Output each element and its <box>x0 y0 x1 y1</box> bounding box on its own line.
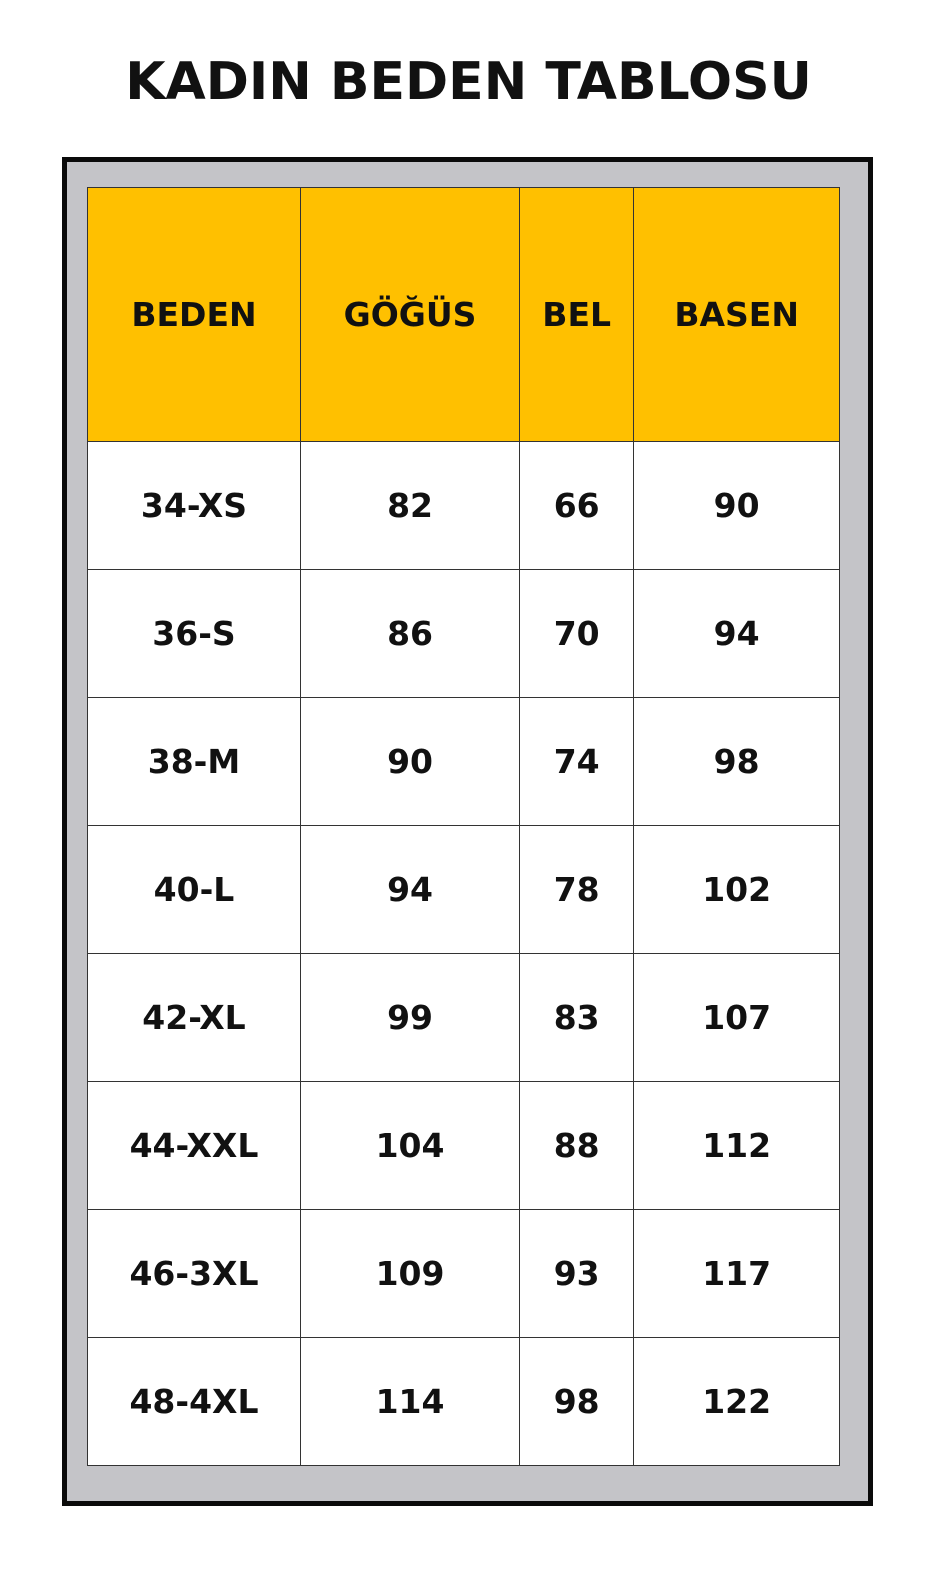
table-cell: 94 <box>299 825 521 954</box>
table-cell: 78 <box>519 825 635 954</box>
table-cell: 66 <box>519 441 635 570</box>
table-cell: 99 <box>299 953 521 1082</box>
table-row: 34-XS 82 66 90 <box>87 441 840 570</box>
table-cell: 34-XS <box>87 441 301 570</box>
table-cell: 117 <box>633 1209 840 1338</box>
page-title: KADIN BEDEN TABLOSU <box>125 52 812 112</box>
table-cell: 40-L <box>87 825 301 954</box>
table-cell: 70 <box>519 569 635 698</box>
table-cell: 90 <box>633 441 840 570</box>
table-cell: 46-3XL <box>87 1209 301 1338</box>
table-row: 38-M 90 74 98 <box>87 697 840 826</box>
table-row: 40-L 94 78 102 <box>87 825 840 954</box>
table-cell: 86 <box>299 569 521 698</box>
table-cell: 102 <box>633 825 840 954</box>
table-frame: BEDEN GÖĞÜS BEL BASEN 34-XS 82 66 90 36-S 86 70 94… <box>62 157 873 1506</box>
table-cell: 88 <box>519 1081 635 1210</box>
column-header: BEL <box>519 187 635 442</box>
table-cell: 107 <box>633 953 840 1082</box>
table-cell: 38-M <box>87 697 301 826</box>
column-header: BEDEN <box>87 187 301 442</box>
table-cell: 36-S <box>87 569 301 698</box>
table-cell: 42-XL <box>87 953 301 1082</box>
table-cell: 104 <box>299 1081 521 1210</box>
table-cell: 94 <box>633 569 840 698</box>
table-row: 36-S 86 70 94 <box>87 569 840 698</box>
table-cell: 82 <box>299 441 521 570</box>
table-cell: 98 <box>633 697 840 826</box>
table-row: 46-3XL 109 93 117 <box>87 1209 840 1338</box>
size-table: BEDEN GÖĞÜS BEL BASEN 34-XS 82 66 90 36-S 86 70 94… <box>87 187 840 1466</box>
table-cell: 48-4XL <box>87 1337 301 1466</box>
table-cell: 122 <box>633 1337 840 1466</box>
table-cell: 74 <box>519 697 635 826</box>
table-cell: 90 <box>299 697 521 826</box>
table-row: 48-4XL 114 98 122 <box>87 1337 840 1466</box>
table-cell: 44-XXL <box>87 1081 301 1210</box>
table-cell: 109 <box>299 1209 521 1338</box>
table-cell: 98 <box>519 1337 635 1466</box>
table-row: 42-XL 99 83 107 <box>87 953 840 1082</box>
table-cell: 114 <box>299 1337 521 1466</box>
table-cell: 112 <box>633 1081 840 1210</box>
header-row: BEDEN GÖĞÜS BEL BASEN <box>87 187 840 442</box>
column-header: BASEN <box>633 187 840 442</box>
table-cell: 93 <box>519 1209 635 1338</box>
column-header: GÖĞÜS <box>299 187 521 442</box>
table-cell: 83 <box>519 953 635 1082</box>
table-row: 44-XXL 104 88 112 <box>87 1081 840 1210</box>
